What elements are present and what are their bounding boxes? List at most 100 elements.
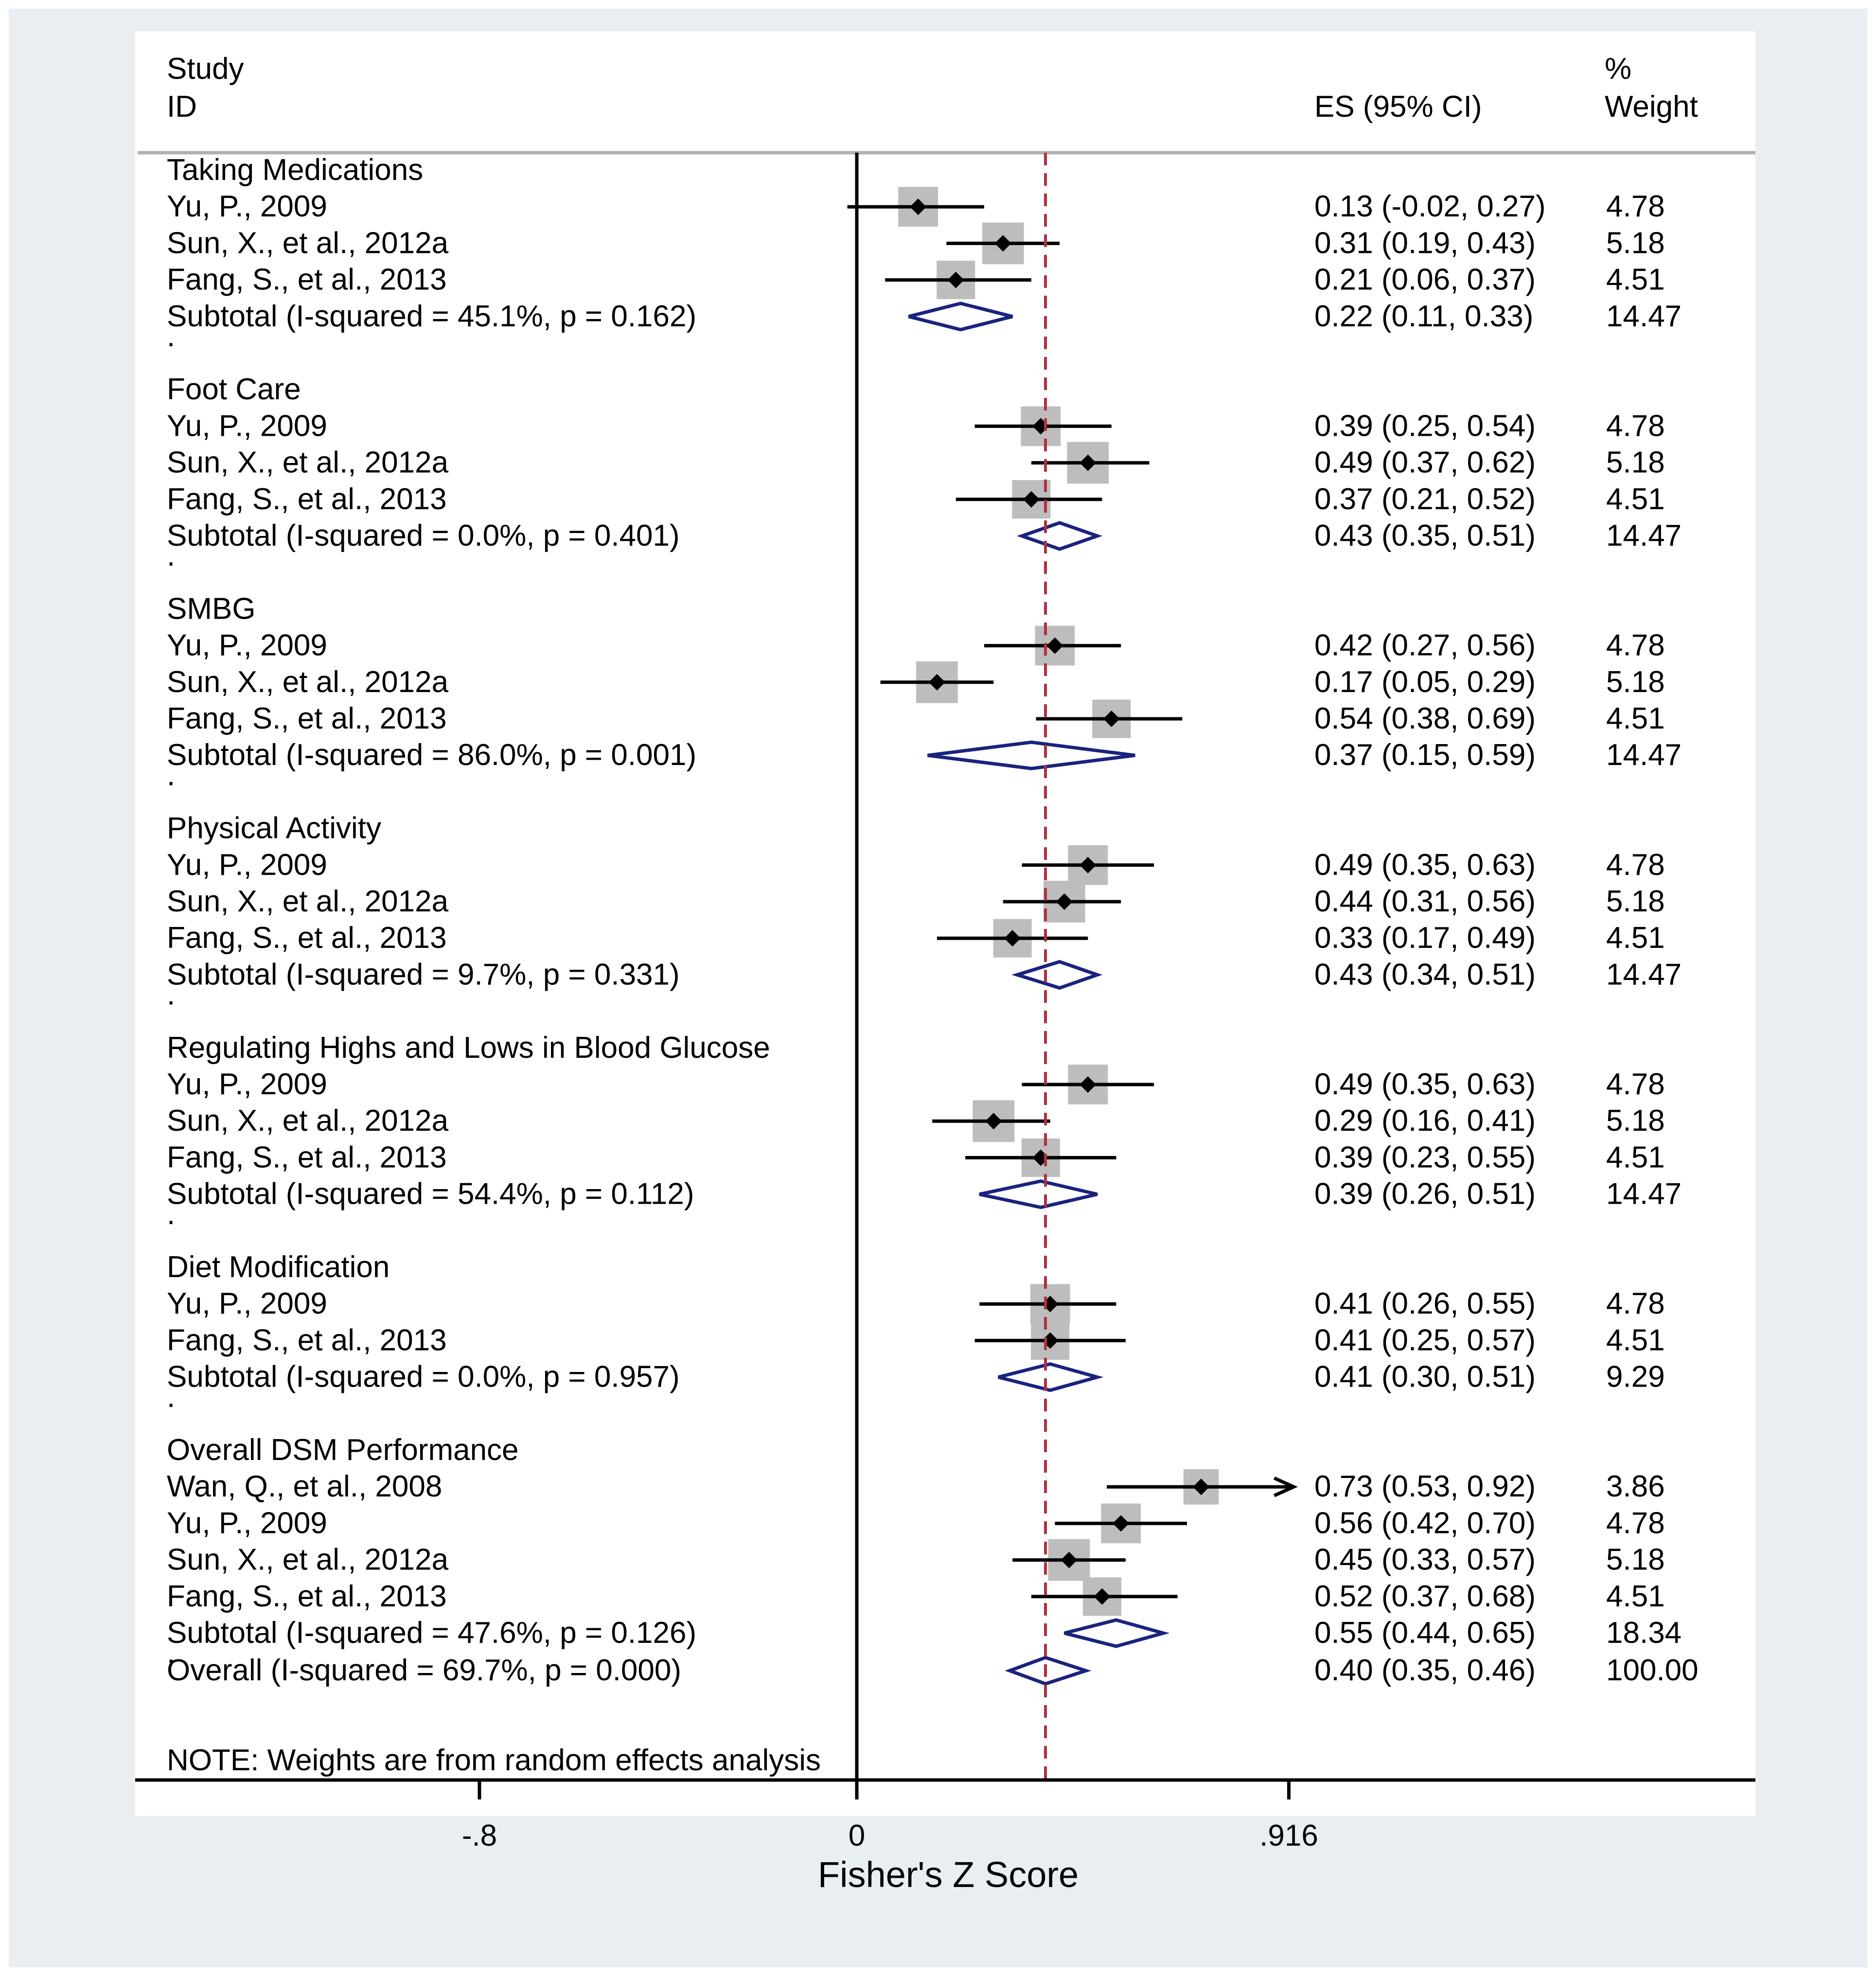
- subtotal-ci-text: 0.37 (0.15, 0.59): [1314, 738, 1536, 772]
- subtotal-weight: 14.47: [1606, 738, 1681, 772]
- study-label: Fang, S., et al., 2013: [167, 702, 447, 735]
- point-estimate: [1080, 1076, 1097, 1093]
- group-separator: .: [167, 1636, 175, 1670]
- x-tick-label: .916: [1259, 1819, 1318, 1852]
- group-separator: .: [167, 978, 175, 1012]
- study-ci-text: 0.41 (0.26, 0.55): [1314, 1287, 1536, 1320]
- study-weight: 4.51: [1606, 1323, 1665, 1357]
- study-ci-text: 0.73 (0.53, 0.92): [1314, 1470, 1536, 1503]
- study-ci-text: 0.17 (0.05, 0.29): [1314, 665, 1536, 699]
- study-weight: 5.18: [1606, 226, 1665, 260]
- subtotal-label: Subtotal (I-squared = 0.0%, p = 0.401): [167, 519, 680, 552]
- study-label: Fang, S., et al., 2013: [167, 482, 447, 516]
- subtotal-ci-text: 0.39 (0.26, 0.51): [1314, 1177, 1536, 1211]
- study-label: Sun, X., et al., 2012a: [167, 665, 449, 699]
- group-title: Foot Care: [167, 373, 301, 406]
- subtotal-ci-text: 0.43 (0.35, 0.51): [1314, 519, 1536, 552]
- study-label: Fang, S., et al., 2013: [167, 263, 447, 297]
- group-separator: .: [167, 320, 175, 353]
- point-estimate: [928, 674, 945, 691]
- study-label: Yu, P., 2009: [167, 409, 327, 443]
- subtotal-weight: 14.47: [1606, 1177, 1681, 1211]
- study-weight: 4.78: [1606, 1068, 1665, 1101]
- study-ci-text: 0.29 (0.16, 0.41): [1314, 1104, 1536, 1138]
- study-weight: 5.18: [1606, 1543, 1665, 1577]
- study-weight: 4.51: [1606, 1580, 1665, 1613]
- group-title: Regulating Highs and Lows in Blood Gluco…: [167, 1031, 770, 1065]
- point-estimate: [1080, 856, 1097, 873]
- point-estimate: [985, 1113, 1002, 1130]
- subtotal-weight: 14.47: [1606, 958, 1681, 991]
- point-estimate: [910, 198, 927, 215]
- point-estimate: [1113, 1515, 1130, 1532]
- x-axis-title: Fisher's Z Score: [818, 1854, 1079, 1895]
- subtotal-weight: 18.34: [1606, 1616, 1681, 1650]
- study-label: Sun, X., et al., 2012a: [167, 446, 449, 480]
- subtotal-label: Subtotal (I-squared = 0.0%, p = 0.957): [167, 1360, 680, 1394]
- group-separator: .: [167, 539, 175, 572]
- header-study: Study: [167, 52, 244, 86]
- study-label: Yu, P., 2009: [167, 190, 327, 223]
- point-estimate: [1056, 893, 1073, 910]
- study-ci-text: 0.41 (0.25, 0.57): [1314, 1323, 1536, 1357]
- study-ci-text: 0.31 (0.19, 0.43): [1314, 226, 1536, 260]
- point-estimate: [1023, 491, 1040, 508]
- subtotal-ci-text: 0.41 (0.30, 0.51): [1314, 1360, 1536, 1394]
- study-ci-text: 0.33 (0.17, 0.49): [1314, 921, 1536, 955]
- group-separator: .: [167, 1197, 175, 1231]
- study-weight: 5.18: [1606, 1104, 1665, 1138]
- header-percent: %: [1605, 52, 1631, 86]
- study-weight: 4.51: [1606, 482, 1665, 516]
- header-es: ES (95% CI): [1314, 90, 1482, 124]
- overall-weight: 100.00: [1606, 1654, 1699, 1687]
- subtotal-label: Subtotal (I-squared = 45.1%, p = 0.162): [167, 300, 696, 333]
- study-label: Sun, X., et al., 2012a: [167, 1543, 449, 1577]
- subtotal-ci-text: 0.22 (0.11, 0.33): [1314, 300, 1533, 333]
- point-estimate: [1094, 1588, 1111, 1605]
- study-ci-text: 0.42 (0.27, 0.56): [1314, 629, 1536, 662]
- x-tick-label: -.8: [462, 1819, 497, 1852]
- study-ci-text: 0.13 (-0.02, 0.27): [1314, 190, 1546, 223]
- study-weight: 4.78: [1606, 190, 1665, 223]
- study-weight: 4.78: [1606, 1287, 1665, 1320]
- study-label: Fang, S., et al., 2013: [167, 1580, 447, 1613]
- ci-arrow-icon: [1274, 1477, 1298, 1497]
- subtotal-ci-text: 0.43 (0.34, 0.51): [1314, 958, 1536, 991]
- study-ci-text: 0.37 (0.21, 0.52): [1314, 482, 1536, 516]
- study-weight: 5.18: [1606, 665, 1665, 699]
- study-ci-text: 0.21 (0.06, 0.37): [1314, 263, 1536, 297]
- subtotal-label: Subtotal (I-squared = 86.0%, p = 0.001): [167, 738, 696, 772]
- study-weight: 4.78: [1606, 409, 1665, 443]
- subtotal-diamond: [908, 302, 1013, 332]
- group-separator: .: [167, 1380, 175, 1414]
- study-ci-text: 0.45 (0.33, 0.57): [1314, 1543, 1536, 1577]
- study-ci-text: 0.54 (0.38, 0.69): [1314, 702, 1536, 735]
- study-ci-text: 0.44 (0.31, 0.56): [1314, 885, 1536, 918]
- weights-note: NOTE: Weights are from random effects an…: [167, 1744, 821, 1777]
- point-estimate: [947, 271, 964, 288]
- study-weight: 4.78: [1606, 848, 1665, 882]
- study-ci-text: 0.56 (0.42, 0.70): [1314, 1506, 1536, 1540]
- study-ci-text: 0.39 (0.23, 0.55): [1314, 1140, 1536, 1174]
- study-ci-text: 0.52 (0.37, 0.68): [1314, 1580, 1536, 1613]
- study-label: Sun, X., et al., 2012a: [167, 885, 449, 918]
- study-weight: 4.51: [1606, 702, 1665, 735]
- point-estimate: [1004, 930, 1021, 947]
- subtotal-weight: 9.29: [1606, 1360, 1665, 1394]
- study-label: Fang, S., et al., 2013: [167, 1140, 447, 1174]
- study-weight: 5.18: [1606, 446, 1665, 480]
- overall-diamond: [1005, 1656, 1092, 1686]
- study-label: Sun, X., et al., 2012a: [167, 1104, 449, 1138]
- header-weight: Weight: [1605, 90, 1698, 124]
- group-title: SMBG: [167, 592, 256, 625]
- study-weight: 4.51: [1606, 263, 1665, 297]
- study-weight: 4.78: [1606, 629, 1665, 662]
- subtotal-weight: 14.47: [1606, 300, 1681, 333]
- study-label: Fang, S., et al., 2013: [167, 921, 447, 955]
- study-label: Fang, S., et al., 2013: [167, 1323, 447, 1357]
- subtotal-diamond: [998, 1362, 1104, 1392]
- subtotal-diamond: [927, 740, 1135, 770]
- point-estimate: [1103, 711, 1120, 727]
- group-separator: .: [167, 758, 175, 792]
